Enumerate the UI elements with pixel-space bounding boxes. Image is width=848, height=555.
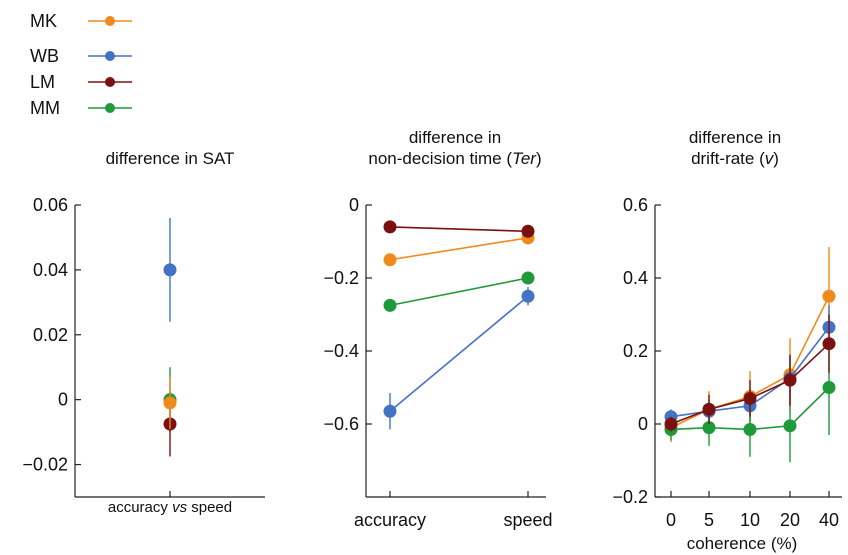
- panel2-y-tick-label: −0.4: [323, 341, 359, 361]
- legend-marker-MM: [105, 103, 115, 113]
- legend-marker-LM: [105, 77, 115, 87]
- panel3-y-tick-label: 0: [638, 414, 648, 434]
- panel3-title-line1: difference in: [689, 128, 781, 147]
- panel2-y-tick-label: −0.6: [323, 414, 359, 434]
- legend-marker-WB: [105, 51, 115, 61]
- panel3-x-tick-label: 20: [780, 510, 800, 530]
- panel2-line-MK: [389, 237, 529, 261]
- legend-label-LM: LM: [30, 72, 55, 92]
- panel1-y-tick-label: 0.02: [33, 325, 68, 345]
- panel3-x-tick-label: 0: [666, 510, 676, 530]
- legend-label-MK: MK: [30, 11, 57, 31]
- panel3-point-MM: [702, 421, 716, 435]
- panel3-point-MM: [822, 381, 836, 394]
- panel3-y-tick-label: 0.2: [623, 341, 648, 361]
- panel3-point-LM: [664, 417, 678, 431]
- panel3-point-LM: [743, 391, 757, 405]
- panel3-point-MM: [743, 422, 757, 436]
- panel2-point-MM: [383, 298, 397, 312]
- panel3-y-tick-label: 0.6: [623, 195, 648, 215]
- panel3-point-LM: [702, 402, 716, 416]
- panel2-title-line2: non-decision time (Ter): [368, 149, 541, 168]
- panel3-x-tick-label: 40: [819, 510, 839, 530]
- panel1-y-tick-label: 0.04: [33, 260, 68, 280]
- panel2-x-tick-label: accuracy: [354, 510, 426, 530]
- panel1-title: difference in SAT: [106, 149, 235, 168]
- panel3-title-line2: drift-rate (v): [691, 149, 779, 168]
- panel3-y-tick-label: −0.2: [612, 487, 648, 507]
- panel2-line-LM: [389, 226, 529, 233]
- panel2-point-LM: [383, 220, 397, 234]
- panel3-x-tick-label: 5: [704, 510, 714, 530]
- legend-marker-MK: [105, 16, 115, 26]
- panel1-y-tick-label: −0.02: [22, 455, 68, 475]
- panel2-y-tick-label: −0.2: [323, 268, 359, 288]
- panel2-x-tick-label: speed: [503, 510, 552, 530]
- panel2-point-MM: [521, 271, 535, 285]
- panel3-point-MK: [822, 289, 836, 303]
- panel-sat: difference in SAT accuracy vs speed 0.06…: [22, 149, 265, 516]
- panel2-point-LM: [521, 224, 535, 238]
- panel1-y-tick-label: 0: [58, 390, 68, 410]
- panel3-point-LM: [822, 337, 836, 351]
- panel3-x-tick-label: 10: [740, 510, 760, 530]
- panel2-point-MK: [383, 253, 397, 267]
- panel3-xlabel: coherence (%): [687, 534, 798, 553]
- panel2-point-WB: [383, 404, 397, 418]
- panel2-title-line1: difference in: [409, 128, 501, 147]
- panel1-point-MK: [163, 396, 177, 410]
- legend: MK WB LM MM: [30, 11, 132, 118]
- panel-drift: difference in drift-rate (v) coherence (…: [612, 128, 842, 553]
- panel3-y-tick-label: 0.4: [623, 268, 648, 288]
- panel2-point-WB: [521, 289, 535, 303]
- panel1-y-tick-label: 0.06: [33, 195, 68, 215]
- panel3-point-LM: [783, 373, 797, 387]
- panel1-xlabel: accuracy vs speed: [108, 499, 232, 516]
- legend-label-MM: MM: [30, 98, 60, 118]
- panel2-y-tick-label: 0: [349, 195, 359, 215]
- panel2-line-WB: [389, 295, 529, 412]
- panel1-point-WB: [163, 263, 177, 277]
- legend-label-WB: WB: [30, 46, 59, 66]
- panel-ter: difference in non-decision time (Ter) 0 −…: [323, 128, 552, 530]
- panel3-point-MM: [783, 419, 797, 433]
- panel2-line-MM: [389, 277, 529, 307]
